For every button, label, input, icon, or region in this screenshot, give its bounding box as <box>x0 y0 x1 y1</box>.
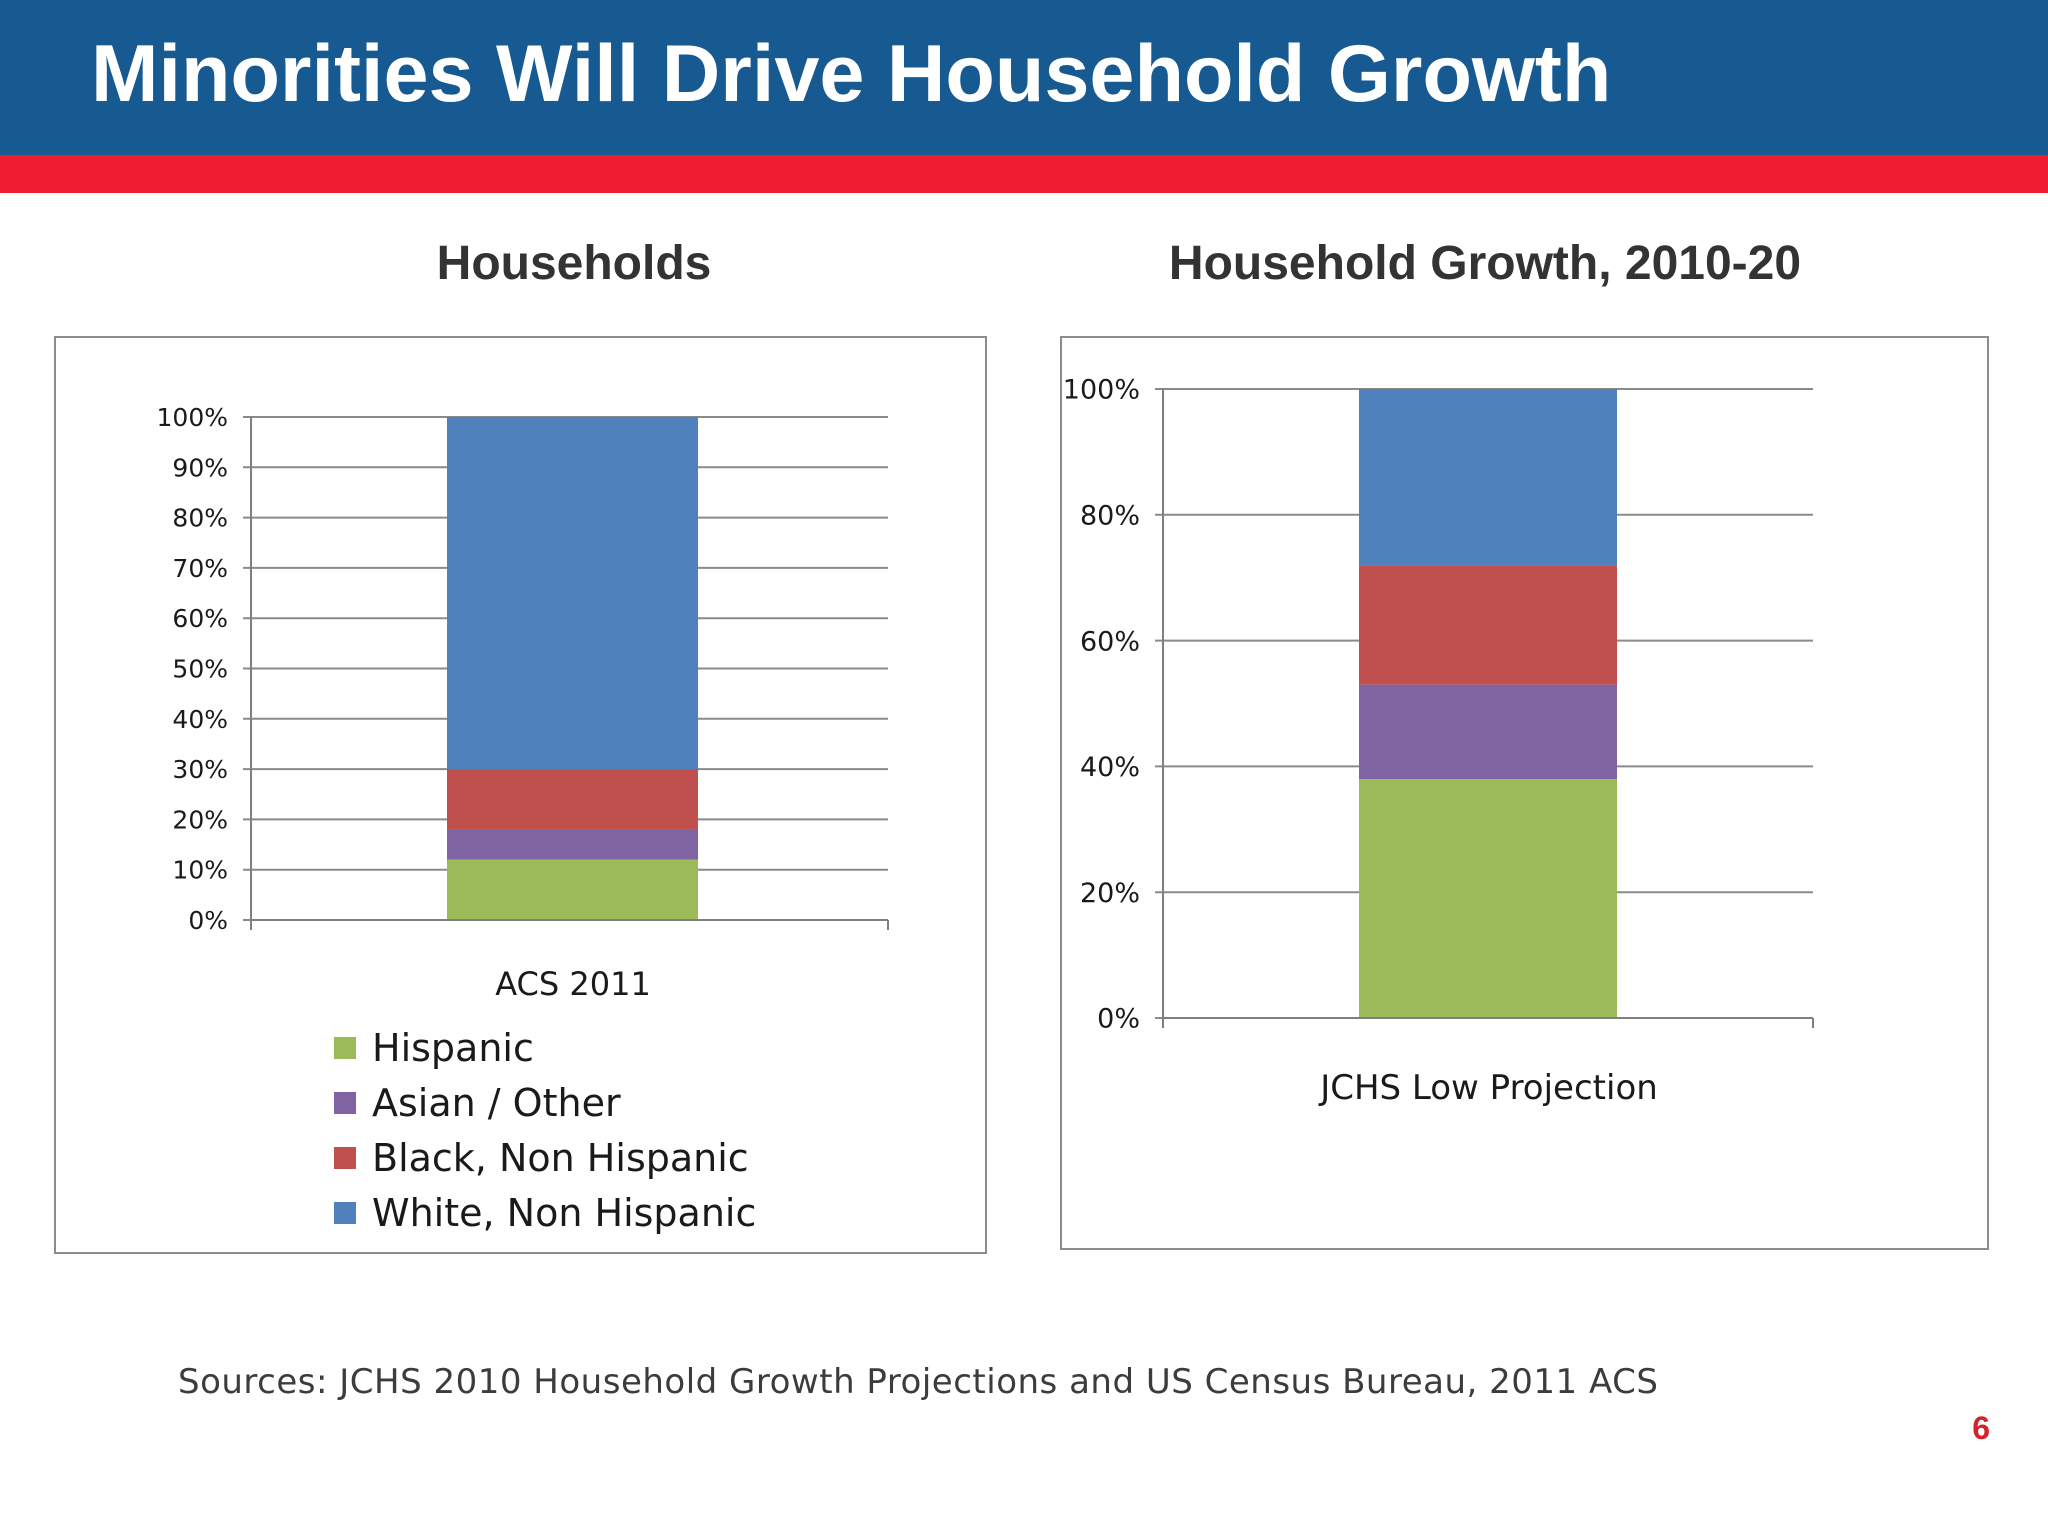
legend-item-asian-other: Asian / Other <box>334 1075 734 1130</box>
legend-swatch-black-non-hispanic <box>334 1146 356 1169</box>
growth-bar-black-non-hispanic <box>1359 565 1617 685</box>
legend-label-black-non-hispanic: Black, Non Hispanic <box>372 1135 749 1180</box>
legend-label-white-non-hispanic: White, Non Hispanic <box>372 1190 757 1235</box>
slide-header: Minorities Will Drive Household Growth <box>0 0 2048 155</box>
legend-swatch-hispanic <box>334 1036 356 1059</box>
legend-label-hispanic: Hispanic <box>372 1025 534 1070</box>
chart-legend: Hispanic Asian / Other Black, Non Hispan… <box>334 1020 756 1240</box>
households-plot-area: 0% 10% 20% 30% 40% 50% 60% 70% 80% 90% 100% ACS 201… <box>157 403 889 1003</box>
growth-bar-hispanic <box>1359 778 1617 1018</box>
households-category-label: ACS 2011 <box>495 965 651 1003</box>
households-y-tick-label: 40% <box>172 705 228 734</box>
chart-title-households: Households <box>436 237 712 290</box>
growth-y-tick-label: 0% <box>1097 1004 1140 1035</box>
sources-note: Sources: JCHS 2010 Household Growth Proj… <box>178 1362 1659 1402</box>
growth-y-tick-label: 100% <box>1063 375 1140 406</box>
household-growth-plot-area: 0% 20% 40% 60% 80% 100% JCHS Low Projection <box>1063 375 1814 1108</box>
households-y-tick-label: 10% <box>172 856 228 885</box>
header-accent-band <box>0 155 2048 193</box>
legend-item-white-non-hispanic: White, Non Hispanic <box>334 1185 756 1240</box>
households-y-tick-label: 90% <box>172 453 228 482</box>
growth-y-tick-label: 60% <box>1080 626 1140 657</box>
households-bar-white-non-hispanic <box>447 417 698 770</box>
households-y-tick-label: 70% <box>172 554 228 583</box>
households-bar-black-non-hispanic <box>447 769 698 830</box>
households-y-tick-label: 60% <box>172 604 228 633</box>
legend-swatch-asian-other <box>334 1091 356 1114</box>
legend-label-asian-other: Asian / Other <box>372 1080 621 1125</box>
legend-item-black-non-hispanic: Black, Non Hispanic <box>334 1130 749 1185</box>
households-y-tick-label: 30% <box>172 755 228 784</box>
slide-title: Minorities Will Drive Household Growth <box>91 29 1612 119</box>
growth-bar-white-non-hispanic <box>1359 389 1617 566</box>
growth-y-tick-label: 40% <box>1080 752 1140 783</box>
growth-y-tick-label: 20% <box>1080 878 1140 909</box>
households-y-tick-label: 100% <box>157 403 228 432</box>
chart-title-household-growth: Household Growth, 2010-20 <box>1168 237 1802 290</box>
households-y-tick-label: 0% <box>188 906 228 935</box>
legend-swatch-white-non-hispanic <box>334 1201 356 1224</box>
legend-item-hispanic: Hispanic <box>334 1020 734 1075</box>
households-bar-asian-other <box>447 829 698 860</box>
page-number: 6 <box>1972 1410 1990 1446</box>
households-y-tick-label: 50% <box>172 655 228 684</box>
households-bar-hispanic <box>447 859 698 920</box>
households-y-tick-label: 20% <box>172 805 228 834</box>
households-y-tick-label: 80% <box>172 504 228 533</box>
growth-category-label: JCHS Low Projection <box>1318 1068 1658 1108</box>
growth-bar-asian-other <box>1359 684 1617 779</box>
growth-y-tick-label: 80% <box>1080 501 1140 532</box>
